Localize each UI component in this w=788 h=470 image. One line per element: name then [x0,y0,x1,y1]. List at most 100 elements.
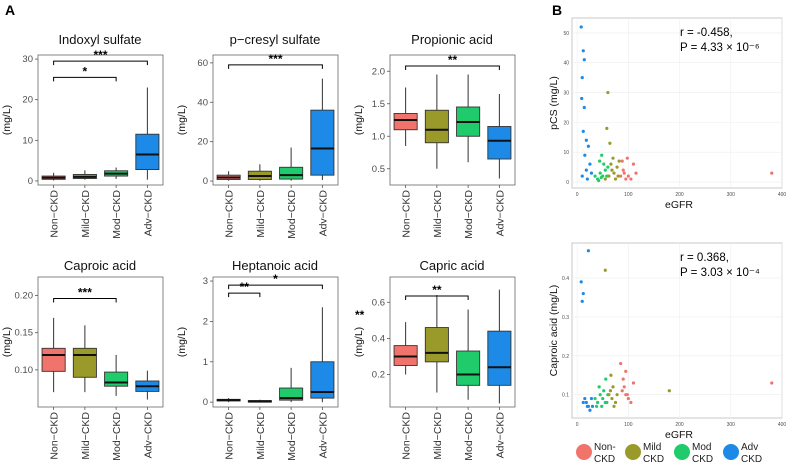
chart5-x-category-label: Adv−CKD [317,412,329,459]
chart8-point-mild-ckd [667,389,671,393]
chart8-xtick-label: 200 [675,422,684,428]
chart8-point-non-ckd [770,381,774,385]
chart7-point-mod-ckd [602,162,606,166]
chart7-point-mild-ckd [605,126,609,130]
chart3-sig-label: ** [448,53,458,67]
chart1-sig-bracket [53,60,148,66]
chart1-x-category-label: Mild−CKD [80,190,92,238]
chart7-point-non-ckd [634,171,638,175]
chart7-point-non-ckd [629,177,633,181]
chart6-ytick-label: 0.4 [372,333,385,344]
chart6-ytick-label: 0.6 [372,297,385,308]
chart6-x-category-label: Mild−CKD [432,412,444,460]
chart5-group: Heptanoic acid (mg/L) 0 1 2 3 Non−CKD Mild−CKD M… [176,258,339,461]
chart4-title: Caproic acid [64,258,136,273]
chart7-point-mild-ckd [603,177,607,181]
chart7-point-mild-ckd [609,162,613,166]
chart8-xtick-label: 100 [624,422,633,428]
chart4-x-category-label: Mod−CKD [111,412,123,461]
chart8-y-axis-label: Caproic acid (mg/L) [548,285,560,377]
chart8-point-adv-ckd [589,396,594,401]
chart5-title: Heptanoic acid [232,258,318,273]
chart7-ytick-label: 20 [563,120,569,126]
chart8-xtick-label: 400 [778,422,787,428]
chart8-point-mild-ckd [607,393,611,397]
chart1-ytick-label: 20 [22,95,33,106]
chart5-sig-bracket [228,284,323,290]
chart5-x-category-label: Mod−CKD [286,412,298,461]
chart1-x-category-label: Non−CKD [49,190,61,238]
chart2-sig-label: *** [268,52,282,66]
chart7-point-mild-ckd [616,174,620,178]
chart7-point-adv-ckd [588,162,592,166]
chart2-ytick-label: 0 [203,176,208,187]
chart1-ytick-label: 30 [22,54,33,65]
chart8-point-non-ckd [619,361,623,366]
chart8-point-mod-ckd [593,396,597,401]
chart8-point-mild-ckd [609,373,613,377]
chart2-ytick-label: 20 [197,137,208,148]
chart7-ytick-label: 50 [563,31,569,37]
chart2-ytick-label: 40 [197,97,208,108]
chart4-group: Caproic acid (mg/L)0.10 0.15 0.20 Non−CKD Mil… [1,258,164,461]
chart7-group: 0 100 200 300 400 0 10 20 30 40 50 eGFR pCS (mg/L) r … [548,17,786,211]
chart8-point-adv-ckd [590,404,595,408]
chart6-title: Capric acid [419,258,484,273]
chart5-x-category-label: Non−CKD [224,412,236,460]
chart6-y-axis-label: (mg/L) [353,327,365,357]
chart7-point-adv-ckd [581,49,585,53]
chart7-ytick-label: 10 [563,150,569,156]
chart8-point-mod-ckd [596,400,600,405]
legend-swatch-non-ckd [576,444,592,460]
legend-label-line1: Mild [643,442,661,453]
chart8-point-mod-ckd [597,385,601,389]
chart3-ytick-label: 0.5 [372,164,385,175]
chart6-x-category-label: Adv−CKD [494,412,506,459]
chart8-point-mild-ckd [608,389,613,393]
chart8-point-mod-ckd [598,393,602,397]
chart7-point-mod-ckd [598,171,602,175]
chart3-title: Propionic acid [411,32,493,47]
chart7-point-adv-ckd [580,174,584,178]
chart7-stat-p: P = 4.33 × 10⁻⁶ [680,42,760,54]
chart7-point-mod-ckd [603,168,607,172]
chart7-plot-frame [571,17,783,189]
chart7-point-mod-ckd [606,165,610,169]
chart8-point-adv-ckd [580,299,584,303]
chart1-y-axis-label: (mg/L) [1,105,13,135]
chart8-point-non-ckd [624,369,628,373]
chart6-box-mod-ckd [456,350,481,386]
chart8-point-mild-ckd [612,404,616,408]
chart3-x-category-label: Mild−CKD [432,190,444,238]
chart1-ytick-label: 0 [28,176,33,187]
chart4-ytick-label: 0.20 [15,291,34,302]
chart3-box-mild-ckd [424,109,449,144]
chart2-box-adv-ckd [310,109,335,176]
chart5-x-category-label: Mild−CKD [255,412,267,460]
chart8-point-mod-ckd [601,396,605,401]
chart8-point-mild-ckd [613,400,618,405]
chart8-stat-r: r = 0.368, [680,252,729,264]
chart3-ytick-label: 1.5 [372,99,385,110]
chart5-ytick-label: 3 [203,276,208,287]
chart2-x-category-label: Non−CKD [224,190,236,238]
chart4-sig-bracket [53,298,117,303]
chart5-ytick-label: 0 [203,397,208,408]
chart4-box-mild-ckd [72,347,97,378]
legend-swatch-adv-ckd [723,444,739,460]
chart4-ytick-label: 0.10 [15,365,34,376]
legend-label-line2: CKD [643,454,664,465]
chart7-point-adv-ckd [582,58,586,62]
chart3-sig-bracket [405,65,500,71]
chart8-point-mild-ckd [603,268,607,272]
chart2-y-axis-label: (mg/L) [176,105,188,135]
chart4-sig-label: *** [78,286,92,300]
chart7-point-non-ckd [621,168,625,172]
chart7-point-adv-ckd [584,168,588,172]
chart7-xtick-label: 300 [727,192,736,198]
chart5-ytick-label: 1 [203,357,208,368]
chart2-x-category-label: Mild−CKD [255,190,267,238]
chart6-x-category-label: Mod−CKD [463,412,475,461]
